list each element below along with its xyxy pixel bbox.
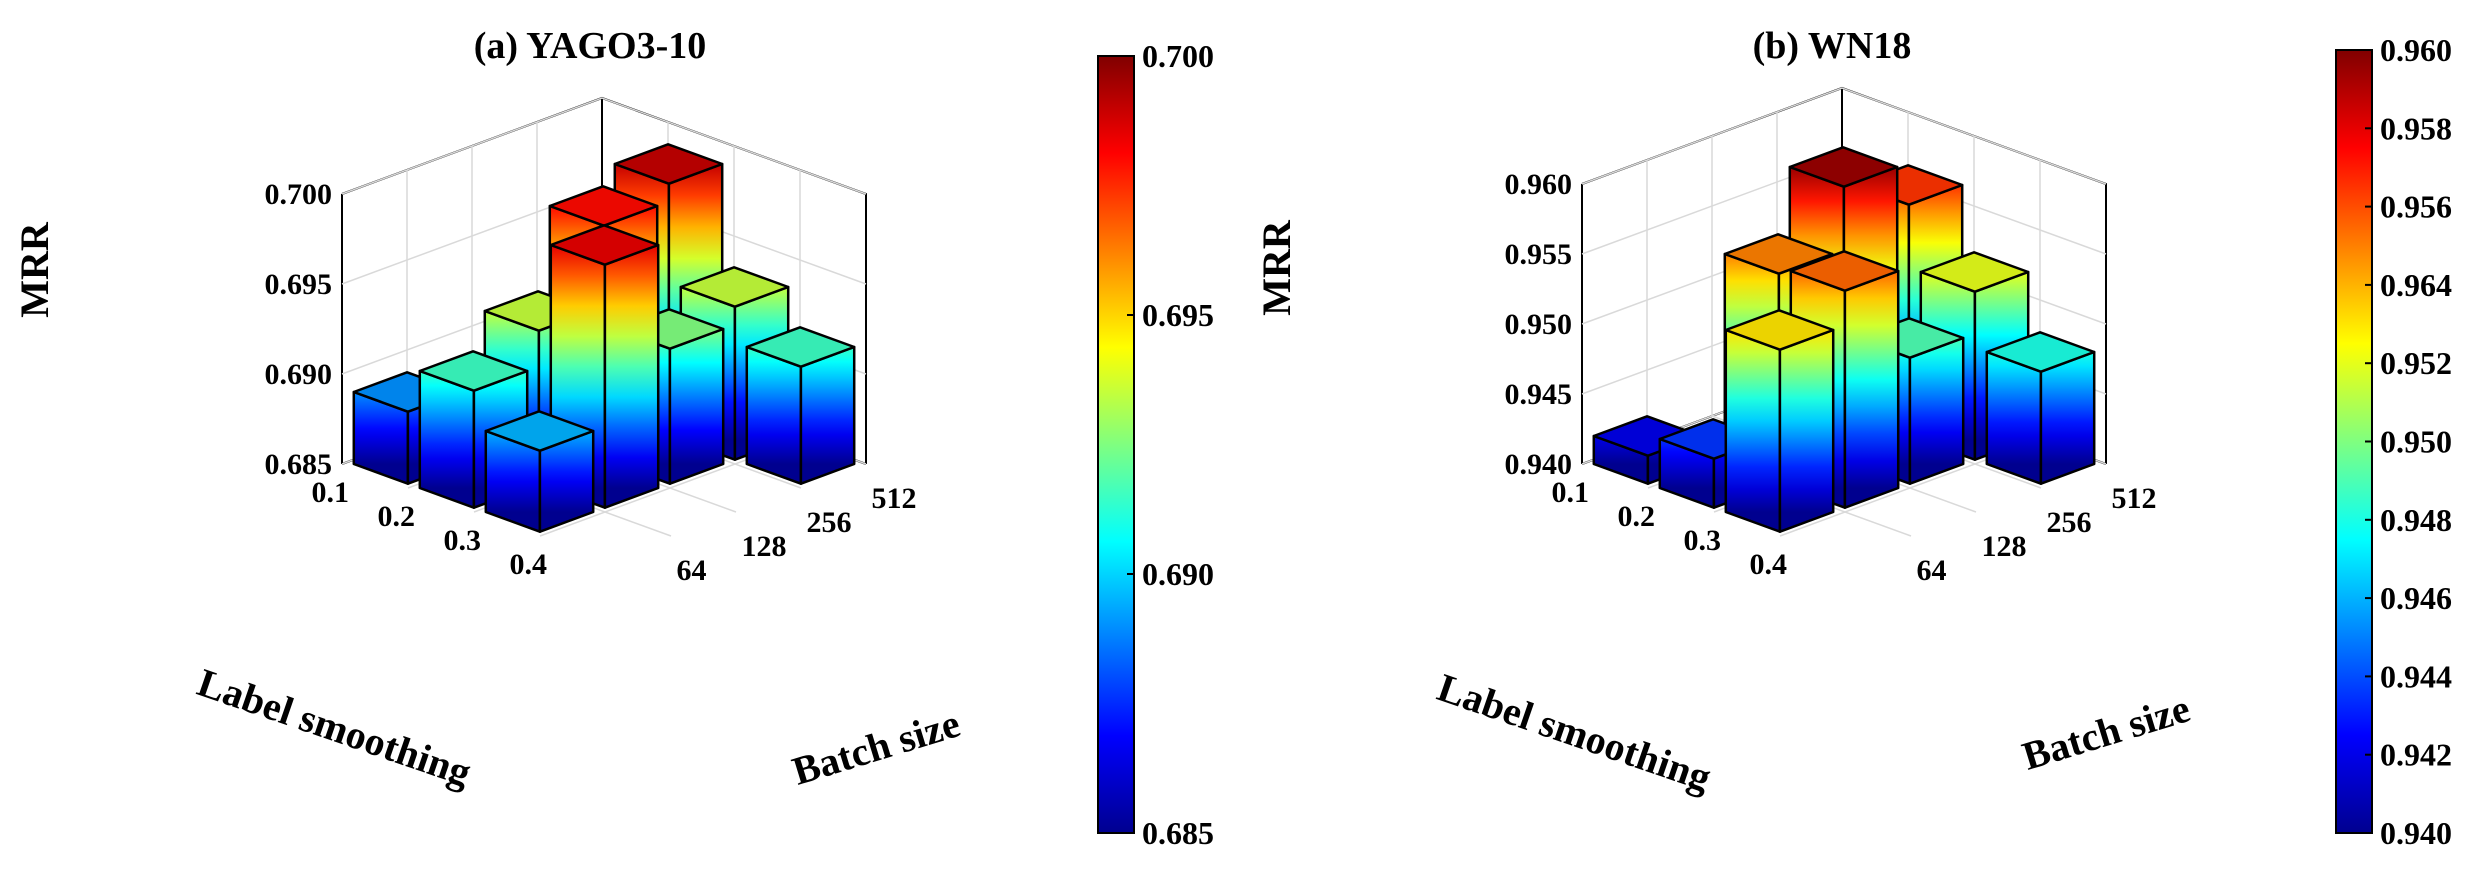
bar-0.4-512	[1985, 331, 2096, 485]
x-tick-label: 0.1	[1552, 476, 1590, 509]
x-tick-label: 0.1	[312, 476, 350, 509]
bar-top-face	[1724, 309, 1835, 351]
y-axis-label: Batch size	[787, 700, 965, 793]
y-tick-label: 256	[807, 506, 852, 539]
z-tick-label: 0.695	[265, 268, 333, 301]
y-tick-label: 64	[1917, 554, 1947, 587]
bar-top-face	[418, 350, 529, 392]
colorbar-tick-label: 0.690	[1142, 556, 1214, 592]
bar-front-face	[745, 345, 803, 485]
z-tick-label: 0.690	[265, 358, 333, 391]
bar-top-face	[1789, 250, 1900, 292]
colorbar-tick-label: 0.946	[2380, 580, 2452, 616]
x-tick-label: 0.4	[510, 548, 548, 581]
colorbar-gradient	[1097, 55, 1135, 834]
x-tick-label: 0.2	[378, 500, 416, 533]
colorbar-tick-label: 0.685	[1142, 815, 1214, 851]
bar-front-face	[1724, 328, 1782, 533]
bar-top-face	[679, 266, 790, 308]
bar-front-face	[1985, 350, 2043, 485]
colorbar: 0.940 0.942 0.944 0.946 0.948 0.950 0.952 0.964…	[2335, 32, 2452, 851]
z-tick-label: 0.945	[1505, 378, 1573, 411]
y-tick-label: 128	[1982, 530, 2027, 563]
chart-title: (a) YAGO3-10	[474, 25, 707, 67]
grid-line	[341, 97, 867, 195]
bar-top-face	[484, 410, 595, 452]
colorbar-tick-label: 0.944	[2380, 658, 2452, 694]
bar-0.3-64	[484, 410, 595, 533]
z-tick-label: 0.685	[265, 448, 333, 481]
bar-top-face	[549, 224, 660, 266]
colorbar-tick-label: 0.958	[2380, 110, 2452, 146]
bar-side-face	[1908, 336, 1965, 485]
y-tick-label: 256	[2047, 506, 2092, 539]
x-tick-label: 0.4	[1750, 548, 1788, 581]
z-axis-label: MRR	[1254, 219, 1299, 316]
y-tick-label: 512	[2112, 482, 2157, 515]
bar-side-face	[799, 345, 856, 485]
bar-top-face	[1788, 146, 1899, 188]
colorbar-tick-label: 0.952	[2380, 345, 2452, 381]
colorbar-tick-label: 0.960	[2380, 32, 2452, 68]
x-tick-label: 0.3	[444, 524, 482, 557]
colorbar: 0.685 0.690 0.695 0.700	[1097, 38, 1214, 851]
colorbar-tick-label: 0.940	[2380, 815, 2452, 851]
bar-side-face	[1843, 269, 1900, 509]
panel-yago3-10: (a) YAGO3-10 0.685 0.690 0.695 0.700 0.1 0.2…	[12, 25, 1214, 851]
z-tick-label: 0.950	[1505, 308, 1573, 341]
bar-0.4-512	[745, 326, 856, 485]
colorbar-tick-label: 0.700	[1142, 38, 1214, 74]
y-tick-label: 128	[742, 530, 787, 563]
bar-top-face	[745, 326, 856, 368]
bar-top-face	[613, 143, 724, 185]
bar-side-face	[1778, 328, 1835, 533]
chart-title: (b) WN18	[1753, 25, 1912, 67]
bar-side-face	[668, 327, 725, 485]
y-axis-label: Batch size	[2017, 685, 2195, 778]
x-axis-label: Label smoothing	[1432, 664, 1717, 800]
z-tick-label: 0.960	[1505, 168, 1573, 201]
x-tick-label: 0.3	[1684, 524, 1722, 557]
bar-side-face	[2039, 350, 2096, 485]
z-axis-label: MRR	[12, 221, 57, 318]
y-tick-label: 512	[872, 482, 917, 515]
colorbar-tick-label: 0.964	[2380, 267, 2452, 303]
z-tick-label: 0.955	[1505, 238, 1573, 271]
x-tick-label: 0.2	[1618, 500, 1656, 533]
bar-side-face	[603, 243, 660, 509]
bar-0.3-64	[1724, 309, 1835, 533]
bar-top-face	[1985, 331, 2096, 373]
colorbar-tick-label: 0.695	[1142, 297, 1214, 333]
grid-line	[1581, 87, 2107, 185]
colorbar-tick-label: 0.948	[2380, 502, 2452, 538]
colorbar-tick-label: 0.950	[2380, 424, 2452, 460]
y-tick-label: 64	[677, 554, 707, 587]
bar-top-face	[548, 185, 659, 227]
z-tick-label: 0.940	[1505, 448, 1573, 481]
bar-top-face	[1919, 251, 2030, 293]
colorbar-tick-label: 0.956	[2380, 189, 2452, 225]
bar-top-face	[1723, 233, 1834, 275]
bar-front-face	[418, 369, 476, 509]
x-axis-label: Label smoothing	[192, 659, 477, 795]
z-tick-label: 0.700	[265, 178, 333, 211]
colorbar-tick-label: 0.942	[2380, 737, 2452, 773]
